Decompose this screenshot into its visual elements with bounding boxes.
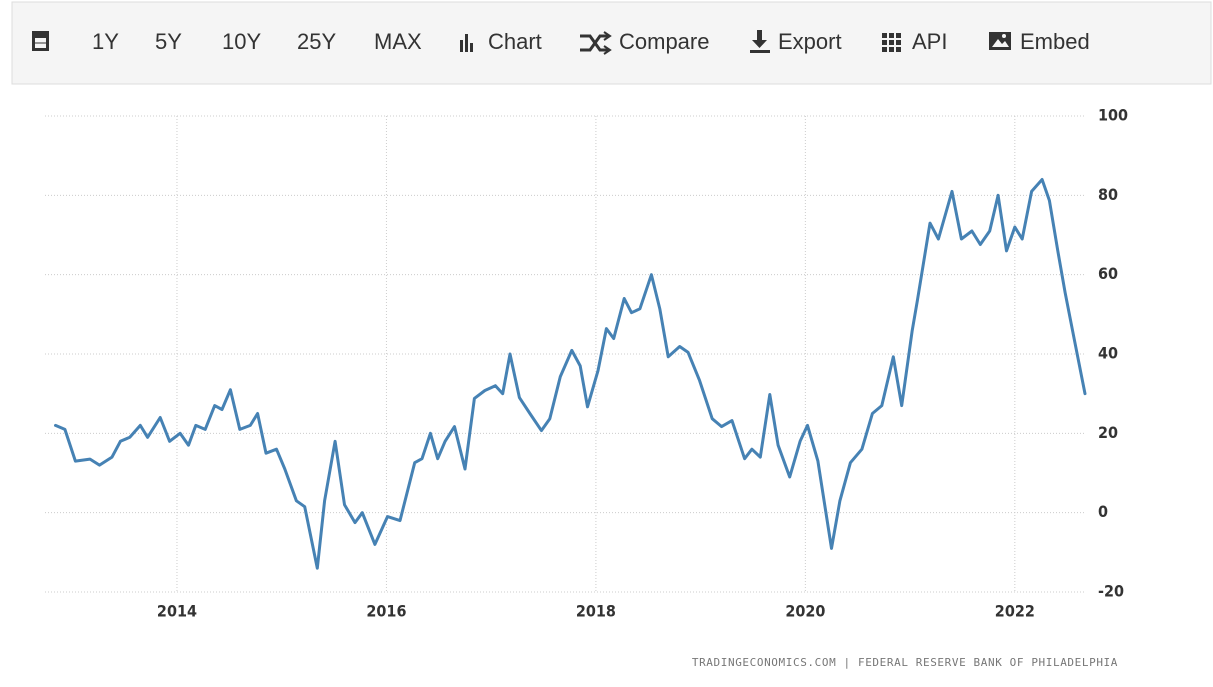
y-tick-label: 100 (1098, 106, 1128, 125)
toolbar-button[interactable]: 25Y (297, 29, 336, 54)
api-dot (889, 33, 894, 38)
api-dot (889, 47, 894, 52)
chart-icon (460, 34, 473, 52)
toolbar-button[interactable]: Compare (619, 29, 709, 54)
api-dot (889, 40, 894, 45)
data-line (54, 178, 1087, 570)
toolbar-button[interactable]: 5Y (155, 29, 182, 54)
api-dot (896, 33, 901, 38)
api-dot (882, 40, 887, 45)
embed-icon (989, 32, 1011, 50)
y-tick-label: -20 (1098, 582, 1124, 601)
x-tick-label: 2016 (366, 602, 406, 621)
export-icon (750, 30, 770, 53)
x-tick-label: 2022 (995, 602, 1035, 621)
api-dot (896, 40, 901, 45)
y-tick-label: 40 (1098, 344, 1118, 363)
x-tick-label: 2014 (157, 602, 197, 621)
api-dot (896, 47, 901, 52)
y-tick-label: 0 (1098, 502, 1108, 521)
toolbar-button[interactable]: MAX (374, 29, 422, 54)
api-dot (882, 33, 887, 38)
source: TRADINGECONOMICS.COM | FEDERAL RESERVE B… (692, 656, 1118, 669)
toolbar-button[interactable]: API (912, 29, 947, 54)
toolbar-button[interactable]: Chart (488, 29, 542, 54)
y-tick-label: 20 (1098, 423, 1118, 442)
api-dot (882, 47, 887, 52)
toolbar-button[interactable]: 10Y (222, 29, 261, 54)
toolbar-button[interactable]: 1Y (92, 29, 119, 54)
toolbar-button[interactable]: Export (778, 29, 842, 54)
compare-icon (580, 31, 612, 55)
toolbar-button[interactable]: Embed (1020, 29, 1090, 54)
y-tick-label: 60 (1098, 264, 1118, 283)
api-icon (882, 33, 901, 52)
x-tick-label: 2020 (785, 602, 825, 621)
y-tick-label: 80 (1098, 185, 1118, 204)
calendar-icon[interactable] (32, 31, 49, 51)
x-tick-label: 2018 (576, 602, 616, 621)
toolbar (11, 1, 1212, 85)
